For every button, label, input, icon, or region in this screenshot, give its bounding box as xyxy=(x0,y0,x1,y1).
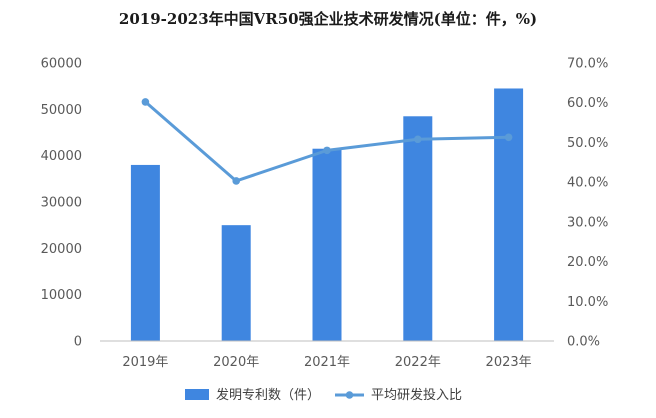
bar xyxy=(312,148,342,341)
bar xyxy=(130,164,160,341)
line-series xyxy=(141,98,513,185)
left-tick-label: 50000 xyxy=(41,103,82,118)
left-axis: 0 10000 20000 30000 40000 50000 60000 xyxy=(41,57,82,350)
line-point xyxy=(141,98,150,106)
right-axis: 0.0% 10.0% 20.0% 30.0% 40.0% 50.0% 60.0% 70.0% xyxy=(567,57,608,350)
legend-line-label: 平均研发投入比 xyxy=(371,387,462,403)
right-tick-label: 60.0% xyxy=(567,96,608,111)
right-tick-label: 30.0% xyxy=(567,215,608,230)
right-tick-label: 50.0% xyxy=(567,136,608,151)
line-point xyxy=(504,133,513,142)
line-point xyxy=(323,146,331,155)
left-tick-label: 40000 xyxy=(41,149,82,164)
right-tick-label: 10.0% xyxy=(567,295,608,310)
chart-title: 2019-2023年中国VR50强企业技术研发情况(单位：件，%) xyxy=(119,10,537,28)
legend-bar-label: 发明专利数（件） xyxy=(216,387,320,403)
right-tick-label: 70.0% xyxy=(567,57,608,72)
x-tick-label: 2022年 xyxy=(395,355,441,370)
left-tick-label: 0 xyxy=(74,335,82,350)
left-tick-label: 30000 xyxy=(41,196,82,211)
right-tick-label: 0.0% xyxy=(567,335,600,350)
bar xyxy=(494,88,524,341)
bar-series xyxy=(130,88,524,342)
legend-bar-swatch xyxy=(185,389,209,400)
line-point xyxy=(232,177,240,185)
x-tick-label: 2019年 xyxy=(122,355,168,370)
x-axis-labels: 2019年 2020年 2021年 2022年 2023年 xyxy=(122,355,531,370)
x-tick-label: 2023年 xyxy=(486,355,532,370)
line-point xyxy=(414,135,422,144)
legend-line-marker xyxy=(345,391,354,399)
x-tick-label: 2021年 xyxy=(304,355,350,370)
bar xyxy=(403,116,433,342)
legend: 发明专利数（件） 平均研发投入比 xyxy=(185,387,462,403)
left-tick-label: 10000 xyxy=(41,288,82,303)
left-tick-label: 60000 xyxy=(41,57,82,72)
left-tick-label: 20000 xyxy=(41,242,82,257)
bar xyxy=(221,225,251,341)
x-tick-label: 2020年 xyxy=(213,355,259,370)
right-tick-label: 40.0% xyxy=(567,176,608,191)
right-tick-label: 20.0% xyxy=(567,255,608,270)
